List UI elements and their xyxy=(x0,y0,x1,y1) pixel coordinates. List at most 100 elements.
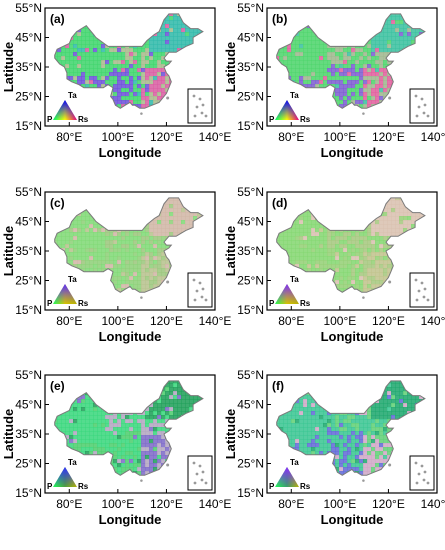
heat-cell xyxy=(129,204,134,209)
heat-cell xyxy=(54,252,58,257)
heat-cell xyxy=(81,224,86,229)
heat-cell xyxy=(181,40,186,45)
heat-cell xyxy=(363,276,368,281)
heat-cell xyxy=(173,108,178,109)
heat-cell xyxy=(197,200,202,205)
heat-cell xyxy=(145,292,150,293)
heat-cell xyxy=(383,272,388,277)
heat-cell xyxy=(347,100,352,105)
heat-cell xyxy=(121,216,126,221)
heat-cell xyxy=(299,44,304,49)
heat-cell xyxy=(311,240,316,245)
heat-cell xyxy=(109,252,114,257)
heat-cell xyxy=(153,296,158,301)
heat-cell xyxy=(113,88,118,93)
heat-cell xyxy=(335,88,340,93)
heat-cell xyxy=(291,256,296,261)
heat-cell xyxy=(177,44,182,49)
heat-cell xyxy=(93,44,98,49)
heat-cell xyxy=(351,240,356,245)
heat-cell xyxy=(209,64,214,69)
heat-cell xyxy=(177,300,182,305)
heat-cell xyxy=(197,264,202,269)
heat-cell xyxy=(129,108,134,109)
heat-cell xyxy=(303,268,308,273)
heat-cell xyxy=(399,120,404,125)
heat-cell xyxy=(93,200,98,205)
heat-cell xyxy=(149,197,154,201)
heat-cell xyxy=(169,216,174,221)
heat-cell xyxy=(287,28,292,33)
heat-cell xyxy=(141,272,146,277)
heat-cell xyxy=(81,44,86,49)
heat-cell xyxy=(347,192,352,197)
heat-cell xyxy=(121,108,126,109)
heat-cell xyxy=(315,264,320,269)
heat-cell xyxy=(315,280,320,285)
heat-cell xyxy=(85,244,90,249)
heat-cell xyxy=(69,284,74,289)
heat-cell xyxy=(375,248,380,253)
heat-cell xyxy=(339,264,344,269)
heat-cell xyxy=(307,200,312,205)
heat-cell xyxy=(121,272,126,277)
heat-cell xyxy=(121,296,126,301)
heat-cell xyxy=(77,232,82,237)
heat-cell xyxy=(54,92,58,97)
heat-cell xyxy=(193,197,198,201)
heat-cell xyxy=(181,84,186,89)
heat-cell xyxy=(427,192,432,197)
heat-cell xyxy=(45,288,50,293)
heat-cell xyxy=(339,268,344,273)
heat-cell xyxy=(161,228,166,233)
heat-cell xyxy=(267,104,272,109)
heat-cell xyxy=(109,300,114,305)
heat-cell xyxy=(371,100,376,105)
heat-cell xyxy=(105,76,110,81)
heat-cell xyxy=(391,220,396,225)
heat-cell xyxy=(117,84,122,89)
heat-cell xyxy=(315,252,320,257)
heat-cell xyxy=(279,48,284,53)
heat-cell xyxy=(347,76,352,81)
heat-cell xyxy=(271,228,276,233)
heat-cell xyxy=(351,64,356,69)
heat-cell xyxy=(149,44,154,49)
heat-cell xyxy=(45,240,50,245)
heat-cell xyxy=(153,100,158,105)
heat-cell xyxy=(395,204,400,209)
heat-cell xyxy=(45,248,50,253)
heat-cell xyxy=(121,56,126,61)
heat-cell xyxy=(431,200,436,205)
heat-cell xyxy=(351,116,356,121)
heat-cell xyxy=(105,92,110,97)
heat-cell xyxy=(105,48,110,53)
heat-cell xyxy=(137,60,142,65)
heat-cell xyxy=(287,244,292,249)
heat-cell xyxy=(45,16,50,21)
heat-cell xyxy=(141,68,146,73)
heat-cell xyxy=(57,212,62,217)
heat-cell xyxy=(141,88,146,93)
heat-cell xyxy=(359,268,364,273)
heat-cell xyxy=(97,252,102,257)
heat-cell xyxy=(407,224,412,229)
heat-cell xyxy=(161,268,166,273)
heat-cell xyxy=(57,84,62,89)
heat-cell xyxy=(181,44,186,49)
heat-cell xyxy=(307,104,312,109)
heat-cell xyxy=(197,56,202,61)
heat-cell xyxy=(431,224,436,229)
heat-cell xyxy=(161,76,166,81)
heat-cell xyxy=(61,304,66,309)
heat-cell xyxy=(431,32,436,37)
heat-cell xyxy=(165,16,170,21)
heat-cell xyxy=(283,56,288,61)
heat-cell xyxy=(153,197,158,201)
heat-cell xyxy=(315,212,320,217)
heat-cell xyxy=(431,56,436,61)
heat-cell xyxy=(347,248,352,253)
heat-cell xyxy=(161,104,166,109)
heat-cell xyxy=(339,276,344,281)
heat-cell xyxy=(347,272,352,277)
